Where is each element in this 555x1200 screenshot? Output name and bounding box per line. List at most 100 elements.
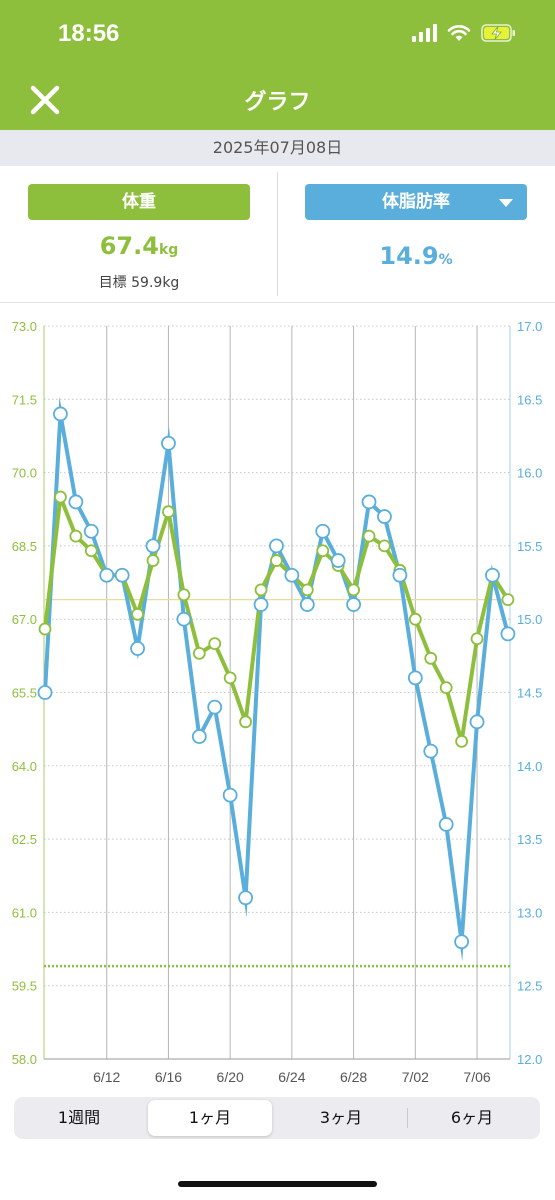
body-fat-point (315, 523, 331, 539)
y-right-tick-label: 17.0 (517, 319, 542, 334)
body-fat-dropdown[interactable]: 体脂肪率 (305, 184, 527, 220)
tab-1-week[interactable]: 1週間 (57, 1108, 101, 1127)
y-left-tick-label: 61.0 (12, 905, 37, 920)
weight-point (270, 554, 283, 567)
battery-charging-icon (481, 24, 515, 42)
body-fat-point (114, 567, 130, 583)
weight-point (455, 734, 469, 748)
body-fat-point (68, 494, 84, 510)
weight-point (347, 583, 361, 597)
x-tick-label: 6/20 (217, 1069, 244, 1085)
weight-point (254, 583, 268, 597)
tab-1-month[interactable]: 1ヶ月 (148, 1100, 272, 1136)
body-fat-point (130, 641, 145, 656)
body-fat-point (500, 626, 516, 642)
body-fat-point (161, 435, 176, 451)
tab-6-months[interactable]: 6ヶ月 (450, 1108, 494, 1127)
body-fat-point (176, 611, 192, 627)
weight-point (300, 583, 314, 597)
y-left-tick-label: 59.5 (12, 979, 37, 994)
cellular-signal-icon (412, 24, 437, 42)
metrics-panel: 体重 67.4kg 目標 59.9kg 体脂肪率 14.9% (0, 166, 555, 303)
weight-point (162, 505, 175, 519)
y-right-tick-label: 14.5 (517, 686, 542, 701)
body-fat-point (191, 729, 207, 744)
tab-separator (407, 1108, 408, 1128)
y-left-tick-label: 70.0 (12, 466, 37, 481)
metric-divider (277, 172, 278, 296)
y-right-tick-label: 13.0 (517, 905, 542, 920)
weight-point (439, 681, 453, 695)
weight-point (378, 539, 391, 553)
body-fat-point (99, 567, 115, 583)
weight-point (146, 554, 160, 567)
wifi-icon (447, 25, 471, 41)
body-fat-point (485, 567, 500, 583)
period-selector: 1週間 1ヶ月 3ヶ月 6ヶ月 (14, 1097, 540, 1139)
x-tick-label: 6/16 (155, 1069, 182, 1085)
y-right-tick-label: 14.0 (517, 759, 542, 774)
y-left-tick-label: 64.0 (12, 759, 37, 774)
body-fat-label: 体脂肪率 (382, 192, 450, 212)
body-fat-line (43, 396, 510, 962)
weight-point (316, 544, 330, 558)
weight-point (362, 529, 376, 543)
y-right-tick-label: 15.5 (517, 539, 542, 554)
weight-point (239, 715, 252, 729)
body-fat-point (330, 553, 346, 568)
tab-3-months[interactable]: 3ヶ月 (319, 1108, 363, 1127)
body-fat-point (377, 509, 392, 524)
y-right-tick-label: 12.5 (517, 979, 542, 994)
body-fat-point (361, 494, 377, 510)
y-right-tick-label: 16.0 (517, 466, 542, 481)
status-time: 18:56 (58, 20, 120, 47)
body-fat-point (438, 817, 454, 832)
caret-down-icon (499, 199, 513, 207)
y-right-tick-label: 16.5 (517, 392, 542, 407)
weight-point (38, 622, 52, 636)
body-fat-point (37, 685, 53, 700)
y-right-tick-label: 15.0 (517, 612, 542, 627)
weight-number: 67.4 (99, 232, 159, 260)
weight-fat-chart[interactable]: 58.0 59.5 61.0 62.5 64.0 65.5 67.0 68.5 70.0 71.5… (0, 302, 555, 1092)
body-fat-point (346, 597, 362, 612)
goal-value: 59.9kg (131, 275, 180, 291)
y-left-tick-label: 58.0 (12, 1052, 37, 1067)
home-indicator (178, 1181, 377, 1187)
weight-point (470, 632, 484, 646)
body-fat-point (454, 934, 470, 950)
body-fat-point (53, 406, 68, 422)
y-right-tick-label: 12.0 (517, 1052, 542, 1067)
y-left-tick-label: 67.0 (12, 612, 37, 627)
weight-point (54, 490, 67, 504)
body-fat-point (469, 714, 485, 730)
y-left-tick-label: 62.5 (12, 832, 37, 847)
y-right-tick-label: 13.5 (517, 832, 542, 847)
body-fat-point (423, 743, 439, 759)
body-fat-number: 14.9 (379, 242, 439, 270)
body-fat-point (284, 567, 300, 583)
weight-point (223, 671, 237, 685)
body-fat-unit: % (438, 252, 453, 268)
x-tick-label: 6/24 (278, 1069, 305, 1085)
y-left-tick-label: 65.5 (12, 686, 37, 701)
weight-point (408, 612, 422, 626)
weight-goal: 目標 59.9kg (28, 272, 250, 292)
weight-point (84, 544, 98, 558)
body-fat-point (238, 890, 253, 906)
weight-point (424, 651, 438, 665)
weight-point (131, 607, 144, 621)
body-fat-point (299, 597, 315, 612)
x-tick-label: 7/02 (402, 1069, 429, 1085)
weight-tab[interactable]: 体重 (28, 184, 250, 220)
weight-point (192, 647, 206, 660)
weight-point (177, 588, 191, 602)
weight-unit: kg (158, 242, 179, 258)
close-icon[interactable] (27, 82, 63, 118)
app-header: 18:56 グラフ (0, 0, 555, 130)
body-fat-point (253, 597, 269, 612)
weight-point (208, 637, 222, 651)
body-fat-point (145, 538, 161, 554)
x-tick-label: 7/06 (463, 1069, 490, 1085)
page-title: グラフ (244, 90, 311, 115)
